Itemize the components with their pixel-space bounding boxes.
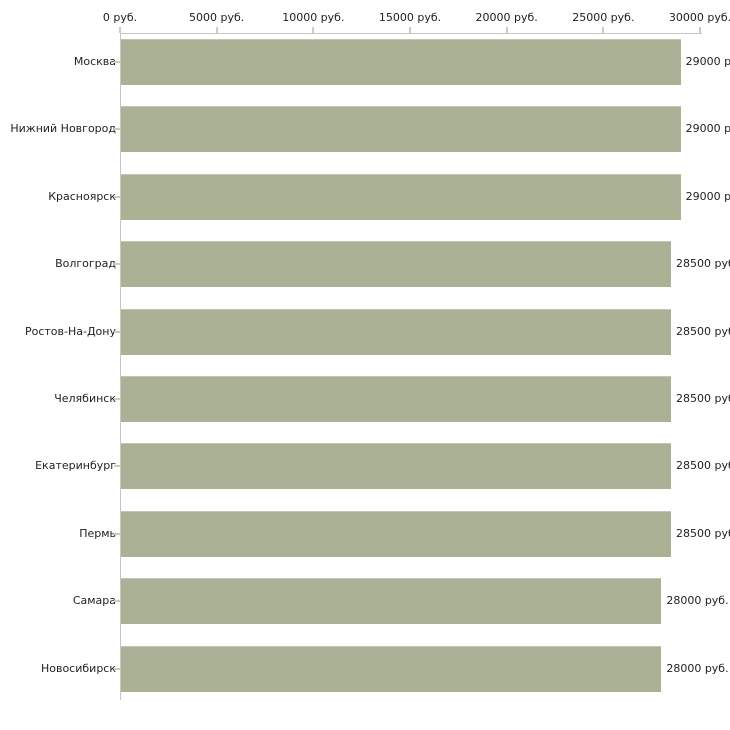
category-label: Москва xyxy=(73,55,116,68)
value-label: 28500 руб. xyxy=(676,459,730,473)
x-axis-tick-mark xyxy=(699,27,701,33)
y-axis-line xyxy=(120,33,121,700)
bar xyxy=(121,241,671,288)
bar xyxy=(121,510,671,557)
category-tick-mark xyxy=(114,195,120,198)
bar xyxy=(121,645,662,692)
x-axis-tick-label: 25000 руб. xyxy=(572,11,635,24)
value-label: 29000 руб. xyxy=(685,55,730,68)
category-label: Самара xyxy=(72,594,116,608)
bar xyxy=(121,578,662,625)
x-axis-tick-label: 5000 руб. xyxy=(189,11,245,24)
category-tick-mark xyxy=(114,61,120,63)
bar xyxy=(121,39,681,85)
value-label: 28500 руб. xyxy=(676,257,730,271)
value-label: 28500 руб. xyxy=(676,526,730,540)
category-tick-mark xyxy=(114,667,120,670)
bar xyxy=(121,376,671,422)
category-label: Челябинск xyxy=(54,392,116,405)
x-axis-tick-mark xyxy=(505,27,508,33)
x-axis-tick-label: 15000 руб. xyxy=(378,11,442,24)
category-label: Новосибирск xyxy=(40,661,116,675)
category-label: Пермь xyxy=(79,526,116,540)
category-tick-mark xyxy=(114,263,120,266)
category-tick-mark xyxy=(114,128,120,131)
category-label: Красноярск xyxy=(48,189,116,203)
bar xyxy=(121,173,681,220)
x-axis-tick-mark xyxy=(409,27,411,33)
bar xyxy=(121,308,671,355)
category-tick-mark xyxy=(114,330,120,333)
x-axis-tick-mark xyxy=(215,27,218,33)
value-label: 28500 руб. xyxy=(676,392,730,405)
x-axis-tick-label: 30000 руб. xyxy=(668,11,730,24)
x-axis-tick-label: 20000 руб. xyxy=(475,11,538,24)
value-label: 29000 руб. xyxy=(685,122,730,136)
category-label: Екатеринбург xyxy=(35,459,116,473)
value-label: 28000 руб. xyxy=(666,661,729,675)
bar xyxy=(121,106,681,153)
value-label: 28500 руб. xyxy=(676,324,730,338)
bar xyxy=(121,443,671,490)
x-axis-line xyxy=(120,33,702,34)
x-axis-tick-label: 10000 руб. xyxy=(282,11,345,24)
x-axis-tick-mark xyxy=(312,27,315,33)
category-label: Нижний Новгород xyxy=(10,122,116,136)
x-axis-tick-label: 0 руб. xyxy=(102,11,138,24)
x-axis-tick-mark xyxy=(119,27,121,33)
category-label: Ростов-На-Дону xyxy=(24,324,116,338)
category-tick-mark xyxy=(114,532,120,535)
category-tick-mark xyxy=(114,465,120,468)
category-label: Волгоград xyxy=(55,257,116,271)
value-label: 28000 руб. xyxy=(666,594,729,608)
category-tick-mark xyxy=(114,398,120,400)
x-axis-tick-mark xyxy=(602,27,605,33)
value-label: 29000 руб. xyxy=(685,189,730,203)
category-tick-mark xyxy=(114,600,120,603)
